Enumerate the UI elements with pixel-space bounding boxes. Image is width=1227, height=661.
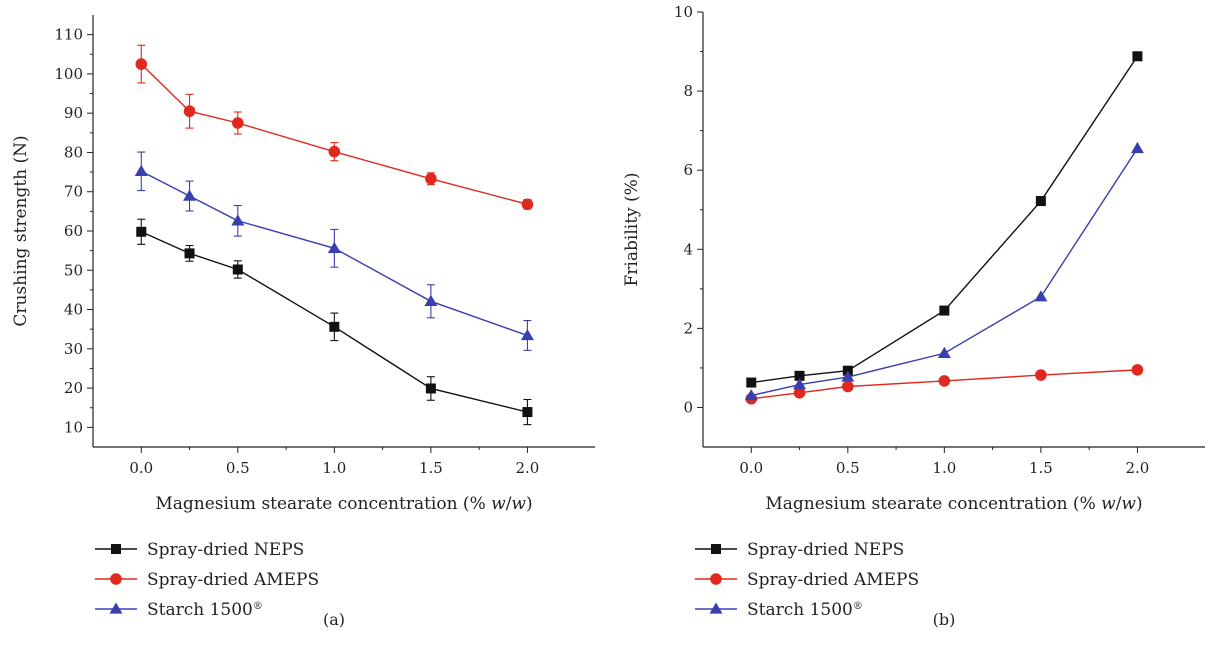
x-axis-title: Magnesium stearate concentration (% w/w) <box>765 494 1142 514</box>
series-line <box>751 148 1139 397</box>
panel-b-friability-chart: 0 2 4 6 8 10 0.0 0.5 1.0 1.5 2.0 Magnesium stearate… <box>622 3 1205 629</box>
y-axis-title: Crushing strength (N) <box>11 135 31 326</box>
x-tick-label: 1.5 <box>419 459 443 477</box>
data-point <box>232 117 244 129</box>
series-line <box>140 170 528 337</box>
x-tick-label: 2.0 <box>1125 459 1149 477</box>
data-point <box>842 380 854 393</box>
series-line <box>140 63 528 205</box>
y-tick-label: 8 <box>683 82 693 100</box>
y-tick-label: 20 <box>64 379 83 397</box>
data-point <box>1130 141 1144 154</box>
x-axis-title: Magnesium stearate concentration (% w/w) <box>155 494 532 514</box>
y-tick-label: 50 <box>64 261 83 279</box>
x-tick-label: 0.0 <box>739 459 763 477</box>
data-point <box>937 346 951 358</box>
data-point <box>184 248 195 259</box>
data-point <box>1034 290 1048 302</box>
data-point <box>183 189 197 201</box>
series-line <box>140 231 528 413</box>
data-point <box>793 378 807 390</box>
data-point <box>183 105 196 118</box>
legend-marker <box>711 544 721 554</box>
data-point <box>939 305 950 316</box>
data-point <box>794 370 805 381</box>
data-point <box>938 375 951 387</box>
x-tick-label: 0.5 <box>226 459 250 477</box>
y-tick-label: 30 <box>64 340 83 358</box>
data-point <box>1035 196 1046 207</box>
data-point <box>1035 369 1047 381</box>
legend-marker <box>710 573 722 585</box>
x-tick-label: 1.0 <box>322 459 346 477</box>
y-tick-label: 40 <box>64 301 83 319</box>
data-point <box>1131 364 1144 376</box>
data-point <box>520 328 534 341</box>
y-tick-label: 80 <box>64 143 83 161</box>
panel-label: (b) <box>933 610 956 629</box>
y-tick-label: 6 <box>683 161 693 179</box>
legend-marker <box>709 602 723 614</box>
panel-label: (a) <box>323 610 345 629</box>
y-axis-title: Friability (%) <box>622 173 642 287</box>
x-tick-label: 1.5 <box>1029 459 1053 477</box>
legend-label: Spray-dried AMEPS <box>747 570 919 590</box>
legend-label: Spray-dried AMEPS <box>147 570 319 590</box>
data-point <box>425 172 437 185</box>
x-tick-label: 0.5 <box>836 459 860 477</box>
data-point <box>136 226 147 237</box>
data-point <box>1132 51 1143 62</box>
series-line <box>751 55 1139 384</box>
legend-label: Starch 1500® <box>747 600 863 620</box>
data-point <box>521 198 534 211</box>
x-tick-label: 1.0 <box>932 459 956 477</box>
data-point <box>134 164 148 176</box>
panel-a-crushing-strength-chart: 10 20 30 40 50 60 70 80 90 100 110 0.0 0.5 1.0 1.5 2.0 M… <box>11 15 595 629</box>
legend-marker <box>109 602 123 614</box>
data-point <box>744 389 758 401</box>
y-tick-label: 2 <box>683 319 693 337</box>
y-tick-label: 10 <box>674 3 693 21</box>
x-tick-label: 2.0 <box>515 459 539 477</box>
data-point <box>231 214 245 226</box>
data-point <box>327 241 341 253</box>
y-tick-label: 70 <box>64 183 83 201</box>
y-tick-label: 100 <box>54 65 83 83</box>
y-tick-label: 10 <box>64 418 83 436</box>
data-point <box>522 407 533 418</box>
data-point <box>329 321 340 332</box>
legend-label: Spray-dried NEPS <box>147 540 304 560</box>
data-point <box>424 294 438 306</box>
data-point <box>841 370 855 382</box>
legend-marker <box>110 573 122 585</box>
data-point <box>232 264 243 275</box>
y-tick-label: 0 <box>683 398 693 416</box>
legend-label: Spray-dried NEPS <box>747 540 904 560</box>
legend-label: Starch 1500® <box>147 600 263 620</box>
y-tick-label: 110 <box>54 26 83 44</box>
y-tick-label: 60 <box>64 222 83 240</box>
data-point <box>135 58 148 70</box>
data-point <box>328 145 341 158</box>
data-point <box>746 377 757 388</box>
series-line <box>751 369 1138 400</box>
x-tick-label: 0.0 <box>129 459 153 477</box>
y-tick-label: 90 <box>64 104 83 122</box>
legend-marker <box>111 544 121 554</box>
y-tick-label: 4 <box>683 240 693 258</box>
data-point <box>793 387 806 399</box>
data-point <box>425 383 436 394</box>
